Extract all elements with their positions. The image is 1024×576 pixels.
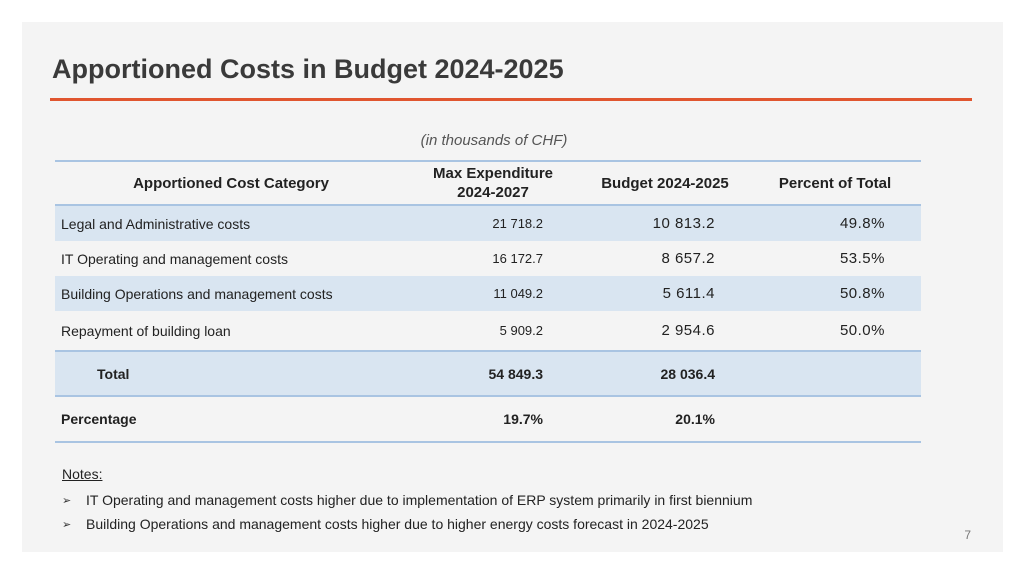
row-budget: 5 611.4 xyxy=(662,285,715,302)
header-budget: Budget 2024-2025 xyxy=(601,174,729,192)
header-percent: Percent of Total xyxy=(778,174,892,192)
table-row: Legal and Administrative costs 21 718.2 … xyxy=(55,206,921,241)
note-item: ➢ Building Operations and management cos… xyxy=(62,512,752,536)
notes: Notes: ➢ IT Operating and management cos… xyxy=(62,466,752,536)
slide: Apportioned Costs in Budget 2024-2025 (i… xyxy=(22,22,1003,552)
notes-title: Notes: xyxy=(62,466,103,482)
units-note: (in thousands of CHF) xyxy=(420,132,568,149)
header-category: Apportioned Cost Category xyxy=(133,174,329,192)
percentage-max: 19.7% xyxy=(503,411,543,427)
header-max-expenditure: Max Expenditure 2024-2027 xyxy=(413,162,573,204)
arrow-bullet-icon: ➢ xyxy=(62,494,72,507)
row-budget: 8 657.2 xyxy=(661,250,715,267)
row-budget: 10 813.2 xyxy=(652,215,715,232)
row-max: 21 718.2 xyxy=(492,216,543,231)
note-item: ➢ IT Operating and management costs high… xyxy=(62,488,752,512)
table-row: Repayment of building loan 5 909.2 2 954… xyxy=(55,311,921,350)
row-category: Building Operations and management costs xyxy=(61,285,333,302)
total-max: 54 849.3 xyxy=(488,365,544,382)
header-max-line2: 2024-2027 xyxy=(457,184,529,201)
total-budget: 28 036.4 xyxy=(660,365,716,382)
table-row: Building Operations and management costs… xyxy=(55,276,921,311)
row-percent: 49.8% xyxy=(839,215,885,232)
page-number: 7 xyxy=(964,528,971,542)
row-category: Legal and Administrative costs xyxy=(61,215,251,232)
title-underline xyxy=(50,98,972,101)
total-row: Total 54 849.3 28 036.4 xyxy=(55,350,921,397)
row-max: 11 049.2 xyxy=(493,286,543,301)
row-max: 16 172.7 xyxy=(492,251,543,266)
row-category: Repayment of building loan xyxy=(61,322,231,339)
percentage-row: Percentage 19.7% 20.1% xyxy=(55,397,921,443)
percentage-label: Percentage xyxy=(61,411,137,427)
row-budget: 2 954.6 xyxy=(661,322,715,339)
row-percent: 50.0% xyxy=(839,322,885,339)
cost-table: Apportioned Cost Category Max Expenditur… xyxy=(55,160,921,443)
note-text: IT Operating and management costs higher… xyxy=(86,492,753,508)
row-percent: 50.8% xyxy=(839,285,885,302)
row-category: IT Operating and management costs xyxy=(61,250,288,267)
arrow-bullet-icon: ➢ xyxy=(62,518,72,531)
percentage-budget: 20.1% xyxy=(675,411,715,427)
header-max-line1: Max Expenditure xyxy=(432,165,554,182)
page-title: Apportioned Costs in Budget 2024-2025 xyxy=(52,54,564,84)
total-label: Total xyxy=(97,365,130,382)
row-max: 5 909.2 xyxy=(499,323,543,338)
row-percent: 53.5% xyxy=(839,250,885,267)
note-text: Building Operations and management costs… xyxy=(86,516,709,532)
table-row: IT Operating and management costs 16 172… xyxy=(55,241,921,276)
table-header: Apportioned Cost Category Max Expenditur… xyxy=(55,160,921,206)
